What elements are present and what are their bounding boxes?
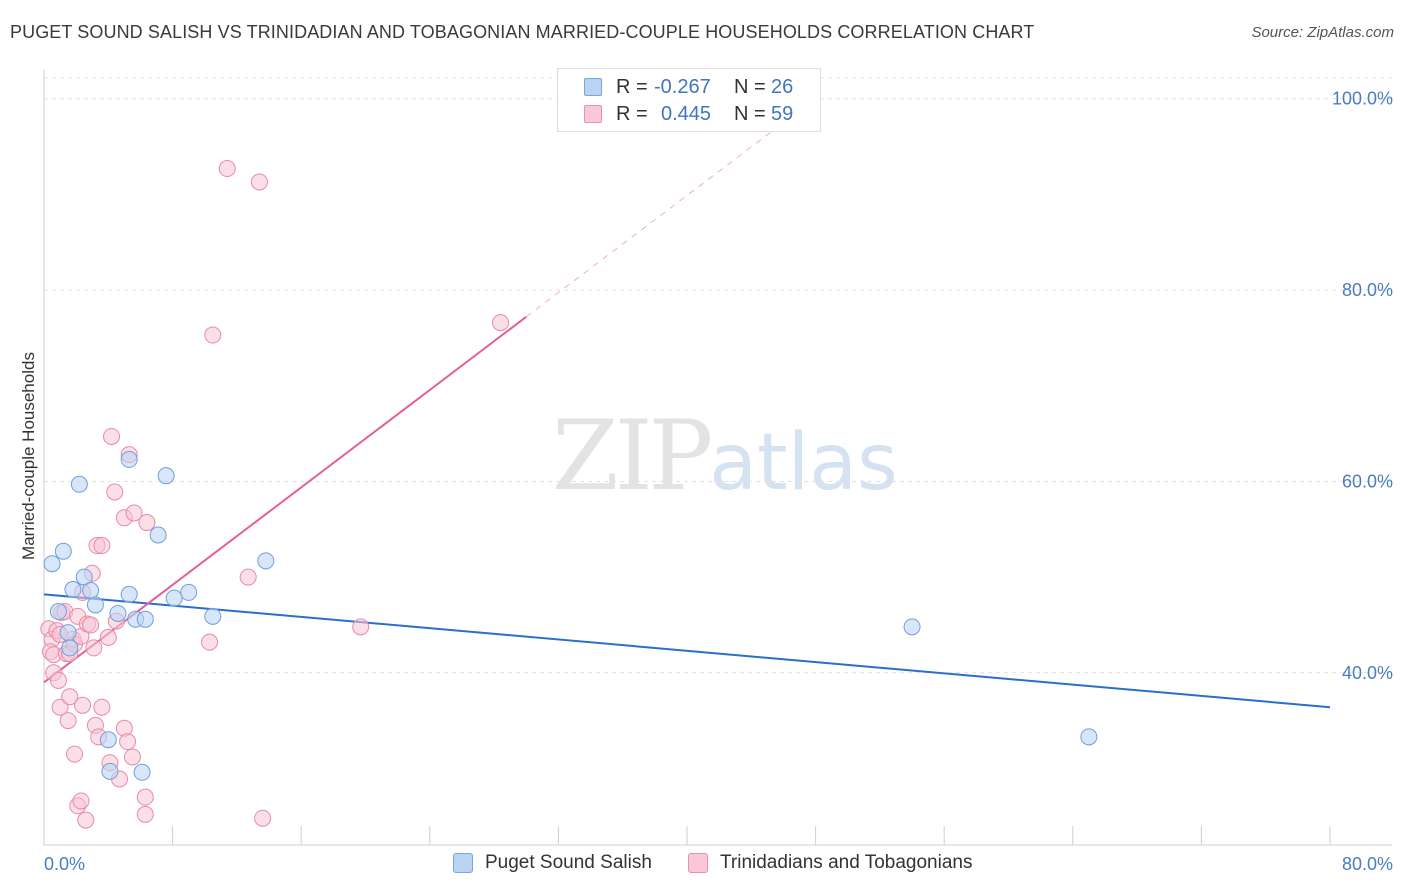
point-puget [133, 763, 151, 781]
point-trinidadian [119, 733, 137, 751]
point-puget [149, 526, 167, 544]
point-trinidadian [352, 618, 370, 636]
y-axis-label: Married-couple Households [19, 352, 38, 560]
y-tick-labels: 40.0% 60.0% 80.0% 100.0% [1332, 89, 1393, 683]
y-tick-label: 80.0% [1342, 280, 1393, 300]
point-trinidadian [138, 514, 156, 532]
point-puget [49, 603, 67, 621]
point-puget [64, 581, 82, 599]
point-puget [120, 450, 138, 468]
legend-r-value: -0.267 [654, 75, 711, 98]
point-trinidadian [492, 314, 510, 332]
point-puget [136, 610, 154, 628]
point-trinidadian [239, 568, 257, 586]
chart-title: PUGET SOUND SALISH VS TRINIDADIAN AND TO… [10, 22, 1035, 42]
legend-swatch-trinidadian [584, 105, 602, 123]
y-tick-label: 60.0% [1342, 471, 1393, 491]
point-puget [120, 585, 138, 603]
point-trinidadian [85, 639, 103, 657]
series-legend: Puget Sound Salish Trinidadians and Toba… [0, 852, 1406, 876]
legend-item-puget: Puget Sound Salish [453, 852, 652, 874]
point-puget [165, 589, 183, 607]
legend-swatch-puget [584, 78, 602, 96]
point-puget [86, 596, 104, 614]
x-tick-label: 80.0% [1342, 854, 1393, 874]
legend-swatch-puget [453, 853, 473, 873]
point-trinidadian [123, 748, 141, 766]
trend-lines [43, 122, 1331, 709]
legend-r-label: R = [616, 102, 648, 125]
point-puget [43, 555, 61, 573]
watermark-zip: ZIP [552, 400, 713, 512]
watermark: ZIPatlas [552, 400, 898, 512]
point-puget [1080, 728, 1098, 746]
point-trinidadian [136, 788, 154, 806]
point-puget [903, 618, 921, 636]
point-trinidadian [106, 483, 124, 501]
point-trinidadian [201, 633, 219, 651]
point-puget [82, 581, 100, 599]
axes [43, 70, 1392, 846]
source-label: Source: ZipAtlas.com [1251, 24, 1394, 41]
y-tick-label: 40.0% [1342, 663, 1393, 683]
x-axis-ticks [43, 826, 1331, 845]
point-trinidadian [74, 696, 92, 714]
point-puget [101, 762, 119, 780]
point-puget [180, 583, 198, 601]
legend-n-label: N = [734, 75, 766, 98]
trend-line-trinidadian-extension [525, 122, 784, 318]
legend-r-value: 0.445 [661, 102, 712, 125]
point-trinidadian [204, 326, 222, 344]
point-trinidadian [99, 628, 117, 646]
point-trinidadian [66, 745, 84, 763]
point-puget [157, 467, 175, 485]
point-trinidadian [136, 805, 154, 823]
point-puget [61, 639, 79, 657]
point-trinidadian [51, 698, 69, 716]
legend-label-puget: Puget Sound Salish [485, 852, 652, 873]
legend-row-trinidadian: R = 0.445 N = 59 [584, 102, 793, 126]
y-tick-label: 100.0% [1332, 89, 1393, 109]
trend-line-puget [43, 593, 1331, 709]
watermark-atlas: atlas [709, 418, 898, 508]
point-trinidadian [103, 427, 121, 445]
point-trinidadian [77, 811, 95, 829]
legend-item-trinidadian: Trinidadians and Tobagonians [688, 852, 972, 874]
point-puget [59, 624, 77, 642]
point-trinidadian [250, 173, 268, 191]
correlation-legend: R = -0.267 N = 26 R = 0.445 N = 59 [557, 68, 821, 132]
point-trinidadian [59, 712, 77, 730]
point-trinidadian [61, 688, 79, 706]
point-puget [99, 731, 117, 749]
legend-r-label: R = [616, 75, 648, 98]
point-trinidadian [72, 792, 90, 810]
point-trinidadian [82, 616, 100, 634]
point-trinidadian [49, 671, 67, 689]
legend-n-value: 59 [771, 102, 794, 125]
legend-label-trinidadian: Trinidadians and Tobagonians [720, 852, 973, 873]
x-tick-labels: 0.0% 80.0% [44, 854, 1393, 874]
legend-n-value: 26 [771, 75, 794, 98]
point-puget [204, 607, 222, 625]
point-puget [109, 604, 127, 622]
point-trinidadian [93, 537, 111, 555]
point-trinidadian [254, 809, 272, 827]
data-points [40, 160, 1098, 829]
point-puget [54, 542, 72, 560]
legend-n-label: N = [734, 102, 766, 125]
legend-row-puget: R = -0.267 N = 26 [584, 75, 793, 99]
point-trinidadian [125, 504, 143, 522]
legend-swatch-trinidadian [688, 853, 708, 873]
point-trinidadian [93, 698, 111, 716]
x-tick-label: 0.0% [44, 854, 85, 874]
point-puget [70, 475, 88, 493]
point-trinidadian [218, 160, 236, 178]
point-puget [257, 552, 275, 570]
